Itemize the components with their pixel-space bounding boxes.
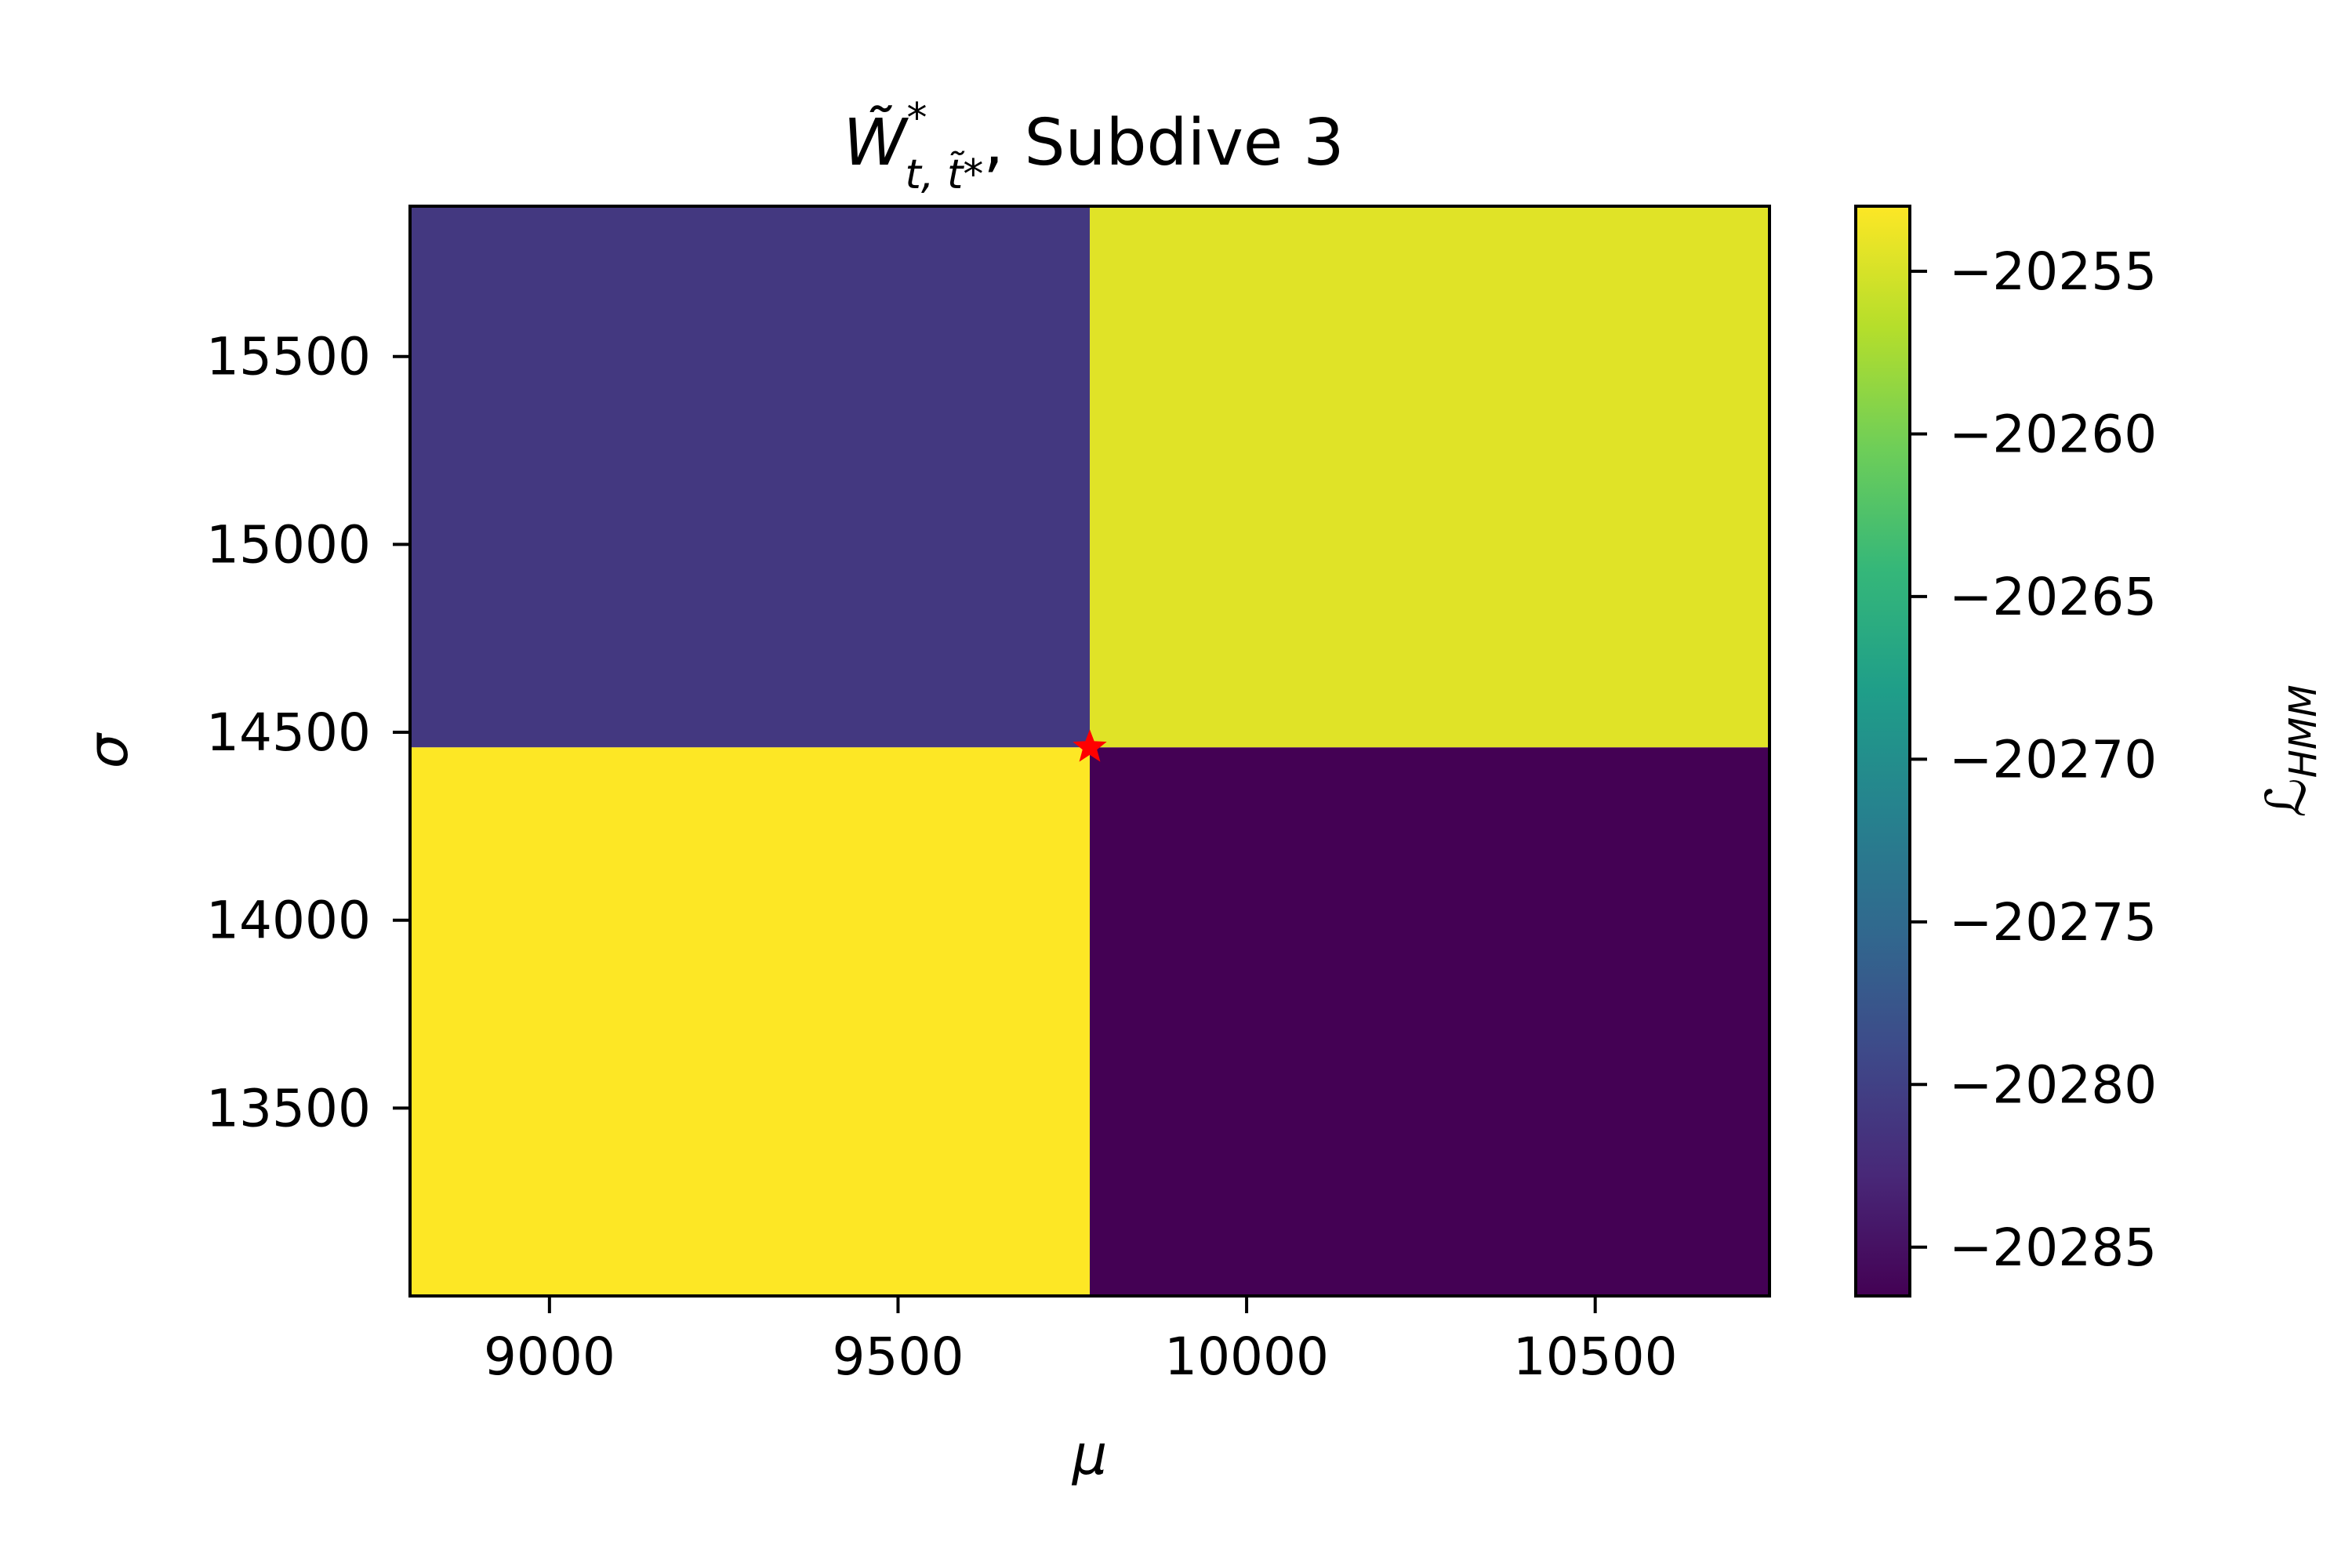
heatmap-cells <box>410 206 1769 1296</box>
chart-title: W̃* t, t̃*, Subdive 3 <box>843 95 1344 198</box>
heatmap-cell-2 <box>410 206 1090 748</box>
x-tick-label: 9000 <box>484 1327 615 1387</box>
y-axis-ticks: 13500 14000 14500 15000 15500 <box>206 327 410 1138</box>
colorbar-tick-label: −20255 <box>1949 241 2157 302</box>
y-axis-label: σ <box>76 731 140 768</box>
title-superscript: * <box>907 95 927 142</box>
y-tick-label: 14500 <box>206 702 371 763</box>
title-symbol: W̃ <box>843 105 909 180</box>
x-tick-label: 9500 <box>832 1327 964 1387</box>
colorbar-tick-label: −20265 <box>1949 567 2157 627</box>
y-tick-label: 15000 <box>206 514 371 575</box>
x-tick-label: 10500 <box>1513 1327 1678 1387</box>
y-tick-label: 15500 <box>206 327 371 387</box>
x-tick-label: 10000 <box>1164 1327 1329 1387</box>
colorbar-tick-label: −20280 <box>1949 1054 2157 1115</box>
colorbar <box>1854 205 1911 1298</box>
colorbar-tick-label: −20275 <box>1949 892 2157 953</box>
heatmap-cell-1 <box>1090 747 1769 1296</box>
colorbar-label: ℒHMM <box>2254 684 2325 817</box>
colorbar-label-subscript: HMM <box>2281 684 2325 778</box>
plot-frame <box>408 205 1771 1298</box>
title-text: , Subdive 3 <box>983 106 1344 180</box>
colorbar-tick-label: −20270 <box>1949 729 2157 789</box>
star-marker-icon <box>1073 729 1107 762</box>
x-axis-ticks: 9000 9500 10000 10500 <box>484 1296 1678 1387</box>
y-tick-label: 13500 <box>206 1078 371 1138</box>
best-point-marker <box>1073 729 1107 762</box>
x-axis-label: μ <box>1072 1423 1108 1487</box>
colorbar-ticks: −20255 −20260 −20265 −20270 −20275 −20280 −202… <box>1910 241 2157 1278</box>
colorbar-tick-label: −20260 <box>1949 404 2157 464</box>
heatmap-cell-3 <box>1090 206 1769 748</box>
colorbar-label-symbol: ℒ <box>2254 778 2318 817</box>
colorbar-tick-label: −20285 <box>1949 1218 2157 1278</box>
title-subscript: t, t̃* <box>906 151 984 198</box>
y-tick-label: 14000 <box>206 891 371 951</box>
heatmap-cell-0 <box>410 747 1090 1296</box>
